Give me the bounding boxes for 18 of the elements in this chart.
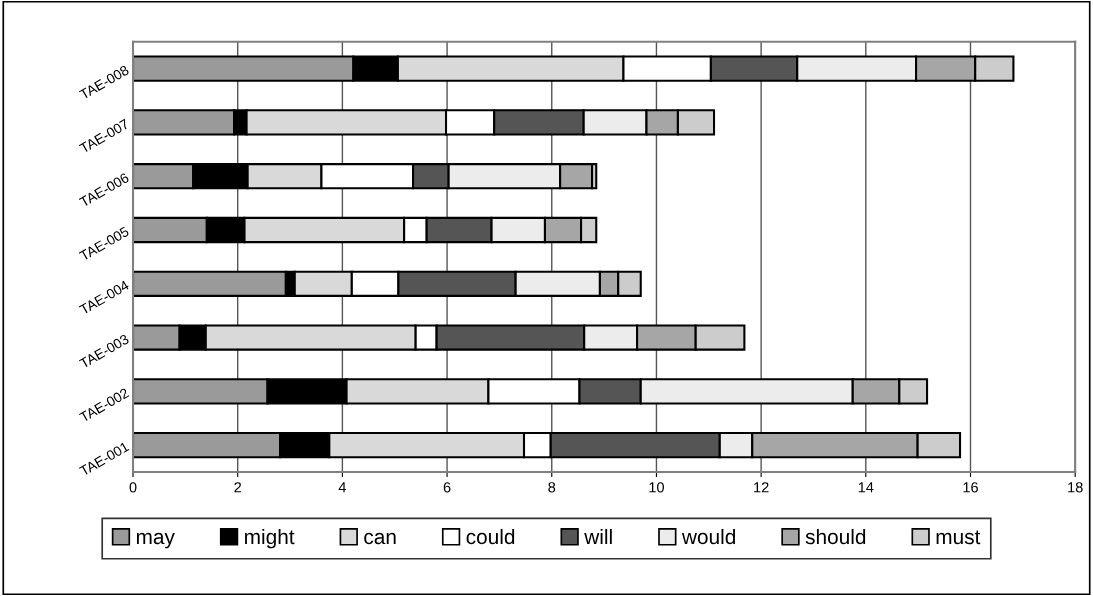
x-tick-label: 12 bbox=[754, 482, 769, 493]
x-tick-label: 2 bbox=[234, 482, 242, 493]
legend-label: should bbox=[805, 528, 866, 545]
legend-label: may bbox=[136, 532, 175, 549]
x-tick-label: 18 bbox=[1068, 482, 1083, 493]
x-tick-label: 0 bbox=[129, 482, 137, 493]
x-tick-label: 6 bbox=[443, 482, 451, 493]
legend-label: could bbox=[466, 528, 515, 545]
legend-label: might bbox=[245, 528, 295, 549]
legend-label: can bbox=[364, 532, 396, 545]
x-tick-label: 4 bbox=[338, 482, 347, 493]
legend-label: must bbox=[936, 530, 981, 545]
legend-label: will bbox=[584, 528, 612, 545]
legend-label: would bbox=[681, 528, 735, 545]
x-tick-label: 8 bbox=[548, 482, 556, 493]
x-tick-label: 14 bbox=[858, 482, 874, 493]
x-tick-label: 10 bbox=[649, 482, 664, 493]
x-tick-label: 16 bbox=[963, 482, 978, 493]
